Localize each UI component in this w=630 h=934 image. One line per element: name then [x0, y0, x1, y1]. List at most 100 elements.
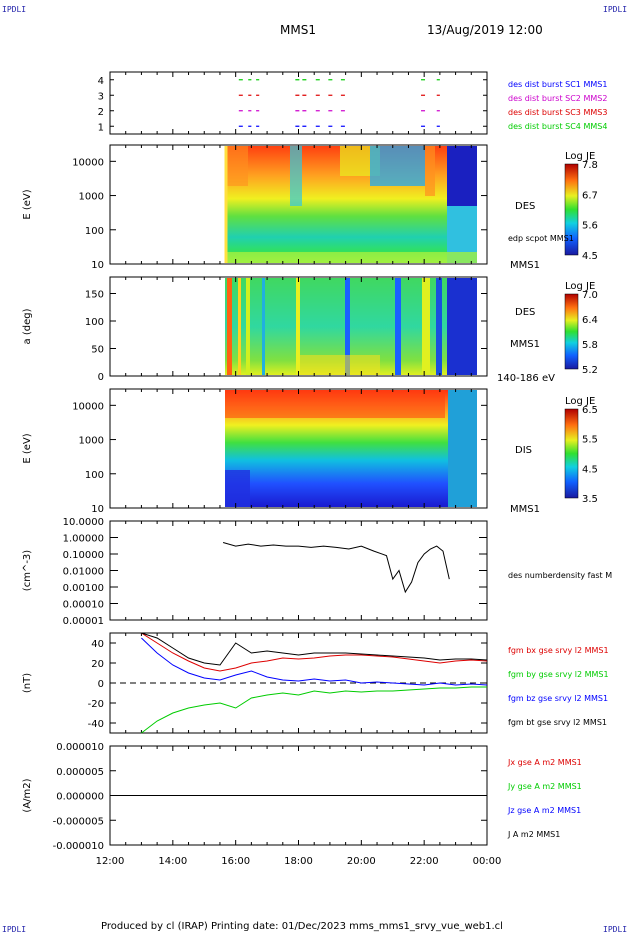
y-tick-label: 40 [91, 639, 104, 650]
density-series-line [222, 542, 450, 594]
colorbar-tick-label: 5.2 [582, 365, 598, 376]
colorbar-tick-label: 6.4 [582, 315, 598, 326]
y-tick-label: 10000 [72, 401, 104, 412]
colorbar-tick-label: 6.5 [582, 405, 598, 416]
des-energy-spectrogram [224, 146, 477, 263]
y-tick-label: -0.000010 [53, 841, 104, 852]
panel-label: DIS [515, 445, 532, 456]
y-tick-label: 1000 [79, 436, 104, 447]
y-axis-label: (cm^-3) [22, 550, 33, 591]
y-axis-label: (A/m2) [22, 778, 33, 812]
legend-entry: Jz gse A m2 MMS1 [507, 806, 581, 815]
x-tick-label: 16:00 [221, 856, 250, 867]
colorbar-tick-label: 4.5 [582, 251, 598, 262]
y-tick-label: 100 [85, 226, 104, 237]
corner-mark-br: IPDLI [603, 925, 627, 934]
panel-burst-frame [109, 71, 488, 135]
y-tick-label: -0.000005 [53, 816, 104, 827]
x-tick-label: 22:00 [410, 856, 439, 867]
legend-entry: des numberdensity fast M [508, 571, 612, 580]
y-tick-label: 1.00000 [63, 534, 104, 545]
x-tick-label: 14:00 [158, 856, 187, 867]
y-tick-label: 1 [98, 122, 104, 133]
y-tick-label: 10000 [72, 157, 104, 168]
colorbar-des-energy [564, 163, 579, 256]
legend-entry: fgm by gse srvy l2 MMS1 [508, 670, 609, 679]
y-tick-label: 50 [91, 345, 104, 356]
panel-label: DES [515, 201, 535, 212]
y-tick-label: 0.00100 [63, 583, 104, 594]
x-tick-label: 12:00 [96, 856, 125, 867]
y-tick-label: 2 [98, 107, 104, 118]
y-tick-label: 0.000010 [56, 742, 104, 753]
colorbar-des-pa [564, 293, 579, 370]
colorbar-tick-label: 7.8 [582, 160, 598, 171]
bfield-series-line [141, 632, 488, 672]
colorbar-tick-label: 5.6 [582, 221, 598, 232]
chart-marks: 1 2 3 4 des dist burst SC1 MMS1 des dist burs… [22, 76, 612, 852]
colorbar-tick-label: 7.0 [582, 290, 598, 301]
legend-entry: Jy gse A m2 MMS1 [507, 782, 582, 791]
corner-mark-tl: IPDLI [2, 5, 26, 14]
x-tick-label: 00:00 [473, 856, 502, 867]
spacecraft-title: MMS1 [280, 23, 316, 37]
y-axis-label: (nT) [22, 673, 33, 693]
x-tick-label: 18:00 [284, 856, 313, 867]
colorbars [564, 163, 579, 499]
y-tick-label: 0 [98, 679, 104, 690]
y-tick-label: -20 [88, 699, 104, 710]
y-tick-label: 1000 [79, 192, 104, 203]
colorbar-title: Log JE [565, 151, 595, 162]
y-tick-label: 10.0000 [63, 517, 104, 528]
y-tick-label: 0.000005 [56, 767, 104, 778]
y-tick-label: 20 [91, 659, 104, 670]
y-tick-label: 0 [98, 372, 104, 383]
colorbar-title: Log JE [565, 396, 595, 407]
y-axis-label: E (eV) [22, 433, 33, 463]
x-tick-label: 20:00 [347, 856, 376, 867]
corner-mark-tr: IPDLI [603, 5, 627, 14]
colorbar-tick-label: 5.5 [582, 435, 598, 446]
legend-entry: des dist burst SC3 MMS3 [508, 108, 607, 117]
panel-label: 140-186 eV [497, 373, 555, 384]
panel-label: MMS1 [510, 504, 540, 515]
dis-energy-spectrogram [225, 390, 477, 507]
legend-entry: fgm bt gse srvy l2 MMS1 [508, 718, 607, 727]
legend-entry: des dist burst SC1 MMS1 [508, 80, 607, 89]
legend-entry: Jx gse A m2 MMS1 [507, 758, 582, 767]
y-axis-label: a (deg) [22, 308, 33, 344]
colorbar-tick-label: 4.5 [582, 464, 598, 475]
legend-entry: J A m2 MMS1 [507, 830, 560, 839]
legend-entry: des dist burst SC2 MMS2 [508, 94, 607, 103]
legend-entry: fgm bx gse srvy l2 MMS1 [508, 646, 609, 655]
y-tick-label: 10 [91, 504, 104, 515]
bfield-series-line [141, 632, 488, 666]
y-tick-label: 100 [85, 317, 104, 328]
y-tick-label: 150 [85, 290, 104, 301]
y-axis-label: E (eV) [22, 189, 33, 219]
colorbar-tick-label: 6.7 [582, 190, 598, 201]
bfield-series-line [141, 637, 488, 686]
y-tick-label: 3 [98, 91, 104, 102]
y-tick-label: 0.01000 [63, 567, 104, 578]
y-tick-label: 0.000000 [56, 792, 104, 803]
des-pitch-angle-spectrogram [225, 278, 477, 375]
panel-label: DES [515, 307, 535, 318]
panel-label: MMS1 [510, 339, 540, 350]
panel-density-frame [109, 520, 488, 621]
y-tick-label: 0.00010 [63, 600, 104, 611]
y-tick-label: 4 [98, 76, 104, 87]
corner-mark-bl: IPDLI [2, 925, 26, 934]
colorbar-dis-energy [564, 408, 579, 499]
legend-entry: des dist burst SC4 MMS4 [508, 122, 607, 131]
panel-label: edp scpot MMS1 [508, 234, 574, 243]
y-tick-label: 100 [85, 470, 104, 481]
legend-entry: fgm bz gse srvy l2 MMS1 [508, 694, 608, 703]
footer-credit: Produced by cl (IRAP) Printing date: 01/… [101, 921, 503, 932]
y-tick-label: -40 [88, 719, 104, 730]
y-tick-label: 10 [91, 260, 104, 271]
colorbar-title: Log JE [565, 281, 595, 292]
colorbar-tick-label: 3.5 [582, 494, 598, 505]
colorbar-tick-label: 5.8 [582, 340, 598, 351]
